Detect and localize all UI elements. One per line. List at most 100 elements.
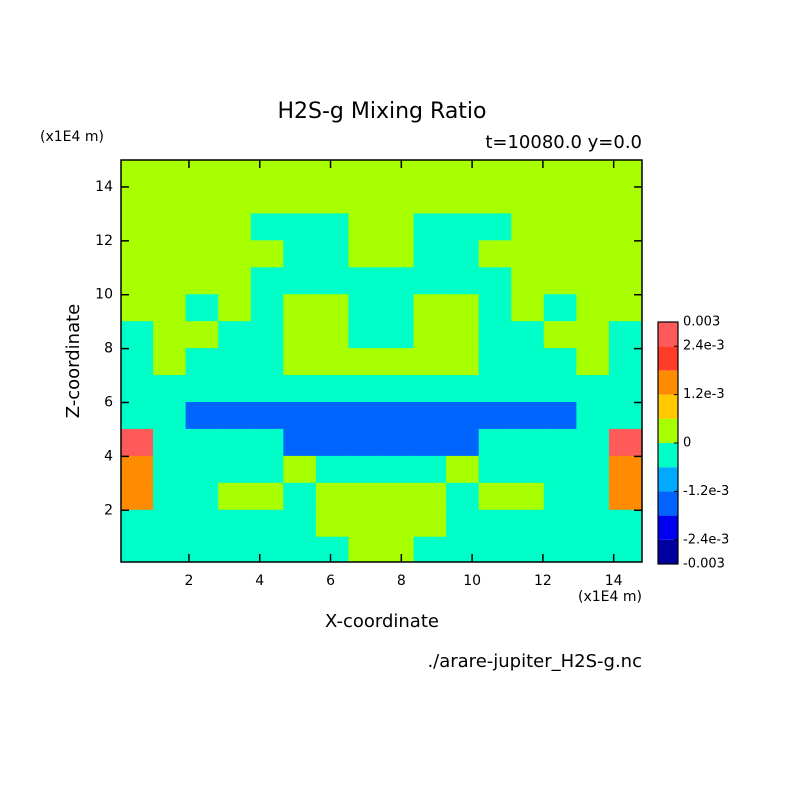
field-cell — [413, 213, 448, 242]
field-cell — [608, 509, 642, 538]
field-cell — [608, 536, 642, 562]
colorbar-band — [658, 370, 678, 395]
field-cell — [478, 321, 513, 350]
field-cell — [185, 428, 220, 457]
field-cell — [283, 375, 317, 403]
field-cell — [543, 267, 578, 296]
field-cell — [348, 375, 382, 403]
field-cell — [543, 482, 578, 511]
field-cell — [413, 186, 448, 215]
field-cell — [543, 186, 578, 215]
field-cell — [153, 348, 187, 377]
field-cell — [576, 455, 610, 484]
x-tick-label: 12 — [534, 573, 552, 589]
field-cell — [543, 160, 578, 188]
field-cell — [381, 348, 415, 377]
field-cell — [218, 160, 252, 188]
field-cell — [153, 294, 187, 323]
field-cell — [218, 213, 252, 242]
axes: 2 4 6 8 10 12 14 2 4 6 8 10 12 14 -0.003 -2.4e-3 -1.2e-3… — [95, 159, 729, 589]
field-cell — [576, 348, 610, 377]
field-cell — [283, 428, 317, 457]
x-tick-label: 8 — [397, 573, 406, 589]
field-cell — [608, 455, 642, 484]
field-cell — [348, 482, 382, 511]
field-cell — [283, 509, 317, 538]
colorbar-band — [658, 394, 678, 419]
field-cell — [413, 348, 448, 377]
field-cell — [185, 401, 220, 430]
field-cell — [608, 375, 642, 403]
field-cell — [315, 186, 350, 215]
field-cell — [283, 294, 317, 323]
field-cell — [478, 186, 513, 215]
field-cell — [446, 509, 480, 538]
field-cell — [543, 348, 578, 377]
field-cell — [315, 482, 350, 511]
field-cell — [121, 401, 155, 430]
field-cell — [283, 240, 317, 269]
x-tick-label: 14 — [605, 573, 623, 589]
field-cell — [250, 321, 285, 350]
field-cell — [511, 375, 545, 403]
colorbar-tick-label: 1.2e-3 — [683, 387, 725, 402]
field-cell — [413, 240, 448, 269]
field-cell — [478, 536, 513, 562]
field-cell — [543, 375, 578, 403]
subtitle: t=10080.0 y=0.0 — [485, 132, 642, 153]
field-cell — [543, 240, 578, 269]
y-tick-label: 6 — [104, 394, 113, 410]
field-cell — [543, 509, 578, 538]
field-cell — [576, 294, 610, 323]
field-cell — [283, 536, 317, 562]
colorbar-tick-label: -0.003 — [683, 557, 725, 572]
field-cell — [348, 213, 382, 242]
field-cell — [446, 213, 480, 242]
field-cell — [543, 321, 578, 350]
field-cell — [511, 428, 545, 457]
field-cell — [576, 509, 610, 538]
field-cell — [121, 160, 155, 188]
field-cell — [576, 536, 610, 562]
field-cell — [283, 160, 317, 188]
x-axis-label: X-coordinate — [325, 611, 439, 632]
field-cell — [283, 186, 317, 215]
colorbar-tick-label: 2.4e-3 — [683, 339, 725, 354]
field-cell — [121, 455, 155, 484]
field-cell — [218, 536, 252, 562]
field-cell — [413, 294, 448, 323]
field-cell — [218, 267, 252, 296]
field-cell — [218, 294, 252, 323]
field-cell — [283, 482, 317, 511]
field-cell — [348, 294, 382, 323]
field-cell — [511, 482, 545, 511]
field-cell — [283, 348, 317, 377]
colorbar-band — [658, 418, 678, 443]
chart-title: H2S-g Mixing Ratio — [277, 99, 486, 124]
field-cell — [348, 321, 382, 350]
field-cell — [121, 375, 155, 403]
field-cell — [348, 160, 382, 188]
field-cell — [121, 213, 155, 242]
field-cell — [381, 267, 415, 296]
field-cell — [348, 401, 382, 430]
field-cell — [121, 240, 155, 269]
field-cell — [381, 160, 415, 188]
y-tick-label: 12 — [95, 233, 113, 249]
field-cell — [608, 267, 642, 296]
field-cell — [511, 536, 545, 562]
field-cell — [315, 509, 350, 538]
field-cell — [121, 267, 155, 296]
field-cell — [413, 321, 448, 350]
field-cell — [608, 428, 642, 457]
field-cell — [511, 348, 545, 377]
field-cell — [543, 213, 578, 242]
field-cell — [153, 428, 187, 457]
colorbar-band — [658, 491, 678, 516]
field-cell — [218, 240, 252, 269]
field-cell — [348, 455, 382, 484]
field-cell — [576, 213, 610, 242]
field-cell — [121, 294, 155, 323]
field-cell — [543, 428, 578, 457]
field-cell — [413, 536, 448, 562]
